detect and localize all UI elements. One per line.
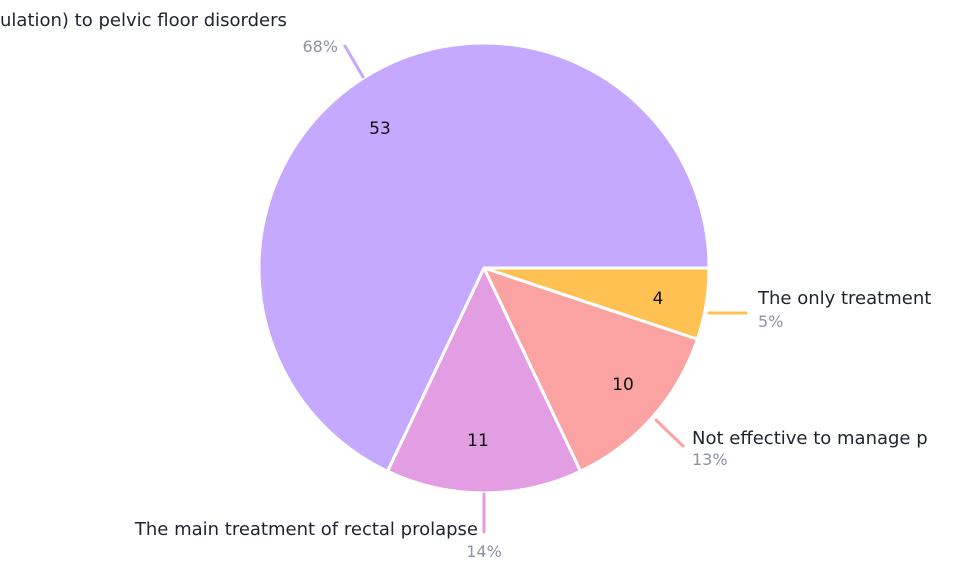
slice-values: 53 4 10 11 xyxy=(369,119,663,451)
leader-line-2 xyxy=(654,418,685,448)
slice-percent-0: 68% xyxy=(302,37,338,56)
slice-value-1: 4 xyxy=(653,289,664,309)
slice-label-0: ulation) to pelvic floor disorders xyxy=(0,10,287,31)
slice-percent-1: 5% xyxy=(758,312,783,331)
slice-value-0: 53 xyxy=(369,119,391,139)
slice-value-2: 10 xyxy=(612,375,634,395)
slice-percent-3: 14% xyxy=(466,542,502,561)
slice-label-3: The main treatment of rectal prolapse xyxy=(134,519,478,540)
slice-value-3: 11 xyxy=(467,431,489,451)
slice-label-2: Not effective to manage p xyxy=(692,428,928,449)
slice-callouts: ulation) to pelvic floor disorders 68% The… xyxy=(0,10,931,561)
leader-line-0 xyxy=(343,44,365,79)
pie-slices xyxy=(257,41,711,495)
pie-slice-2[interactable] xyxy=(482,266,699,473)
slice-label-1: The only treatment xyxy=(757,288,931,309)
slice-percent-2: 13% xyxy=(692,450,728,469)
